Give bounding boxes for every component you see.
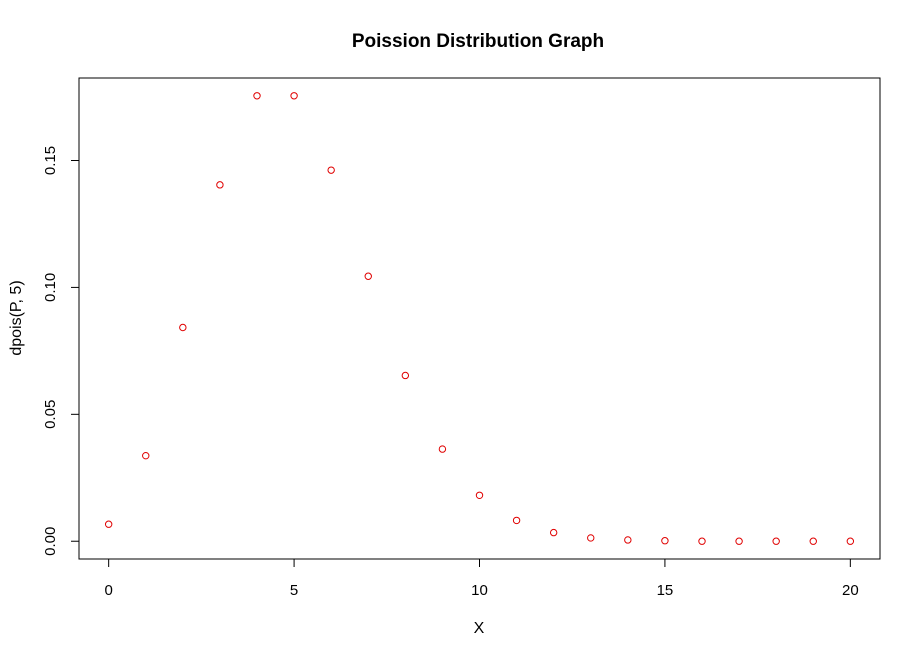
- data-points: [104, 92, 855, 545]
- data-point: [549, 528, 558, 537]
- data-point: [624, 536, 632, 544]
- x-tick-label: 5: [290, 582, 298, 599]
- data-point: [438, 445, 447, 453]
- data-point: [179, 323, 187, 332]
- data-point: [327, 166, 335, 174]
- data-point: [661, 537, 669, 545]
- data-point: [104, 520, 113, 528]
- data-point: [364, 272, 372, 280]
- data-point: [809, 537, 817, 545]
- x-tick-label: 15: [657, 582, 674, 599]
- y-tick-label: 0.15: [42, 146, 59, 175]
- data-point: [142, 451, 150, 460]
- data-point: [290, 92, 298, 100]
- x-axis-label: X: [474, 620, 485, 637]
- y-tick-label: 0.10: [42, 273, 59, 302]
- data-point: [587, 534, 595, 542]
- chart-title: Poission Distribution Graph: [352, 31, 604, 52]
- data-point: [735, 537, 743, 545]
- data-point: [698, 537, 706, 545]
- x-tick-label: 10: [471, 582, 488, 599]
- data-point: [401, 371, 410, 380]
- x-tick-label: 20: [842, 582, 859, 599]
- data-point: [772, 537, 780, 545]
- data-point: [216, 181, 224, 189]
- y-axis: 0.00 0.05 0.10 0.15: [42, 146, 80, 556]
- data-point: [475, 491, 484, 499]
- data-point: [846, 537, 855, 545]
- x-tick-label: 0: [104, 582, 112, 599]
- data-point: [253, 92, 261, 100]
- y-axis-label: dpois(P, 5): [8, 280, 25, 355]
- plot-area-border: [78, 77, 881, 560]
- x-axis: 0 5 10 15 20: [104, 558, 859, 599]
- y-tick-label: 0.00: [42, 527, 59, 556]
- data-point: [512, 516, 521, 525]
- y-tick-label: 0.05: [42, 400, 59, 429]
